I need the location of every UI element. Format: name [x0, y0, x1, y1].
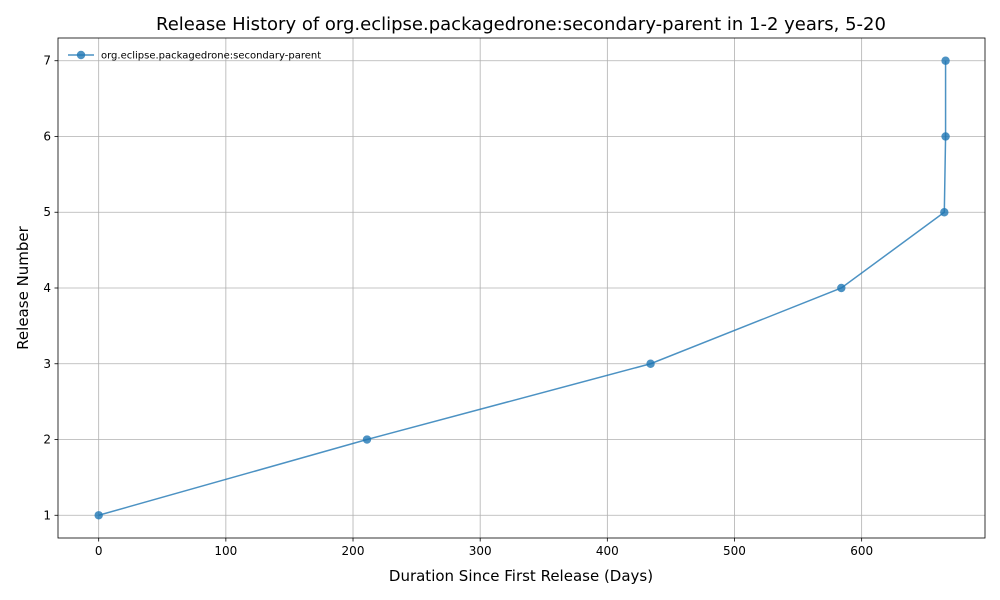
y-tick-label: 5 — [43, 205, 51, 219]
x-tick-label: 500 — [723, 544, 746, 558]
y-tick-label: 1 — [43, 508, 51, 522]
x-tick-label: 0 — [95, 544, 103, 558]
data-point — [362, 435, 372, 444]
x-axis-label: Duration Since First Release (Days) — [389, 567, 653, 585]
chart-title: Release History of org.eclipse.packagedr… — [156, 14, 886, 35]
x-tick-label: 200 — [342, 544, 365, 558]
series-layer — [94, 56, 950, 520]
data-point — [646, 359, 655, 368]
axis-ticks: 0 100 200 300 400 500 600 1 2 3 4 5 6 7 — [43, 54, 873, 558]
legend-label: org.eclipse.packagedrone:secondary-paren… — [101, 51, 321, 62]
y-tick-label: 3 — [43, 357, 51, 371]
x-tick-label: 600 — [850, 544, 873, 558]
y-axis-label: Release Number — [14, 225, 32, 349]
y-tick-label: 2 — [43, 433, 51, 447]
x-tick-label: 300 — [469, 544, 492, 558]
y-tick-label: 7 — [43, 54, 51, 68]
y-tick-label: 6 — [43, 129, 51, 143]
x-tick-label: 400 — [596, 544, 619, 558]
legend-marker — [76, 50, 86, 60]
data-point — [941, 56, 950, 65]
y-tick-label: 4 — [43, 281, 51, 295]
x-tick-label: 100 — [214, 544, 237, 558]
grid-lines — [58, 38, 985, 538]
data-point — [837, 283, 846, 293]
data-point — [940, 208, 949, 217]
data-point — [94, 511, 103, 520]
data-point — [941, 132, 950, 141]
legend: org.eclipse.packagedrone:secondary-paren… — [68, 51, 321, 62]
